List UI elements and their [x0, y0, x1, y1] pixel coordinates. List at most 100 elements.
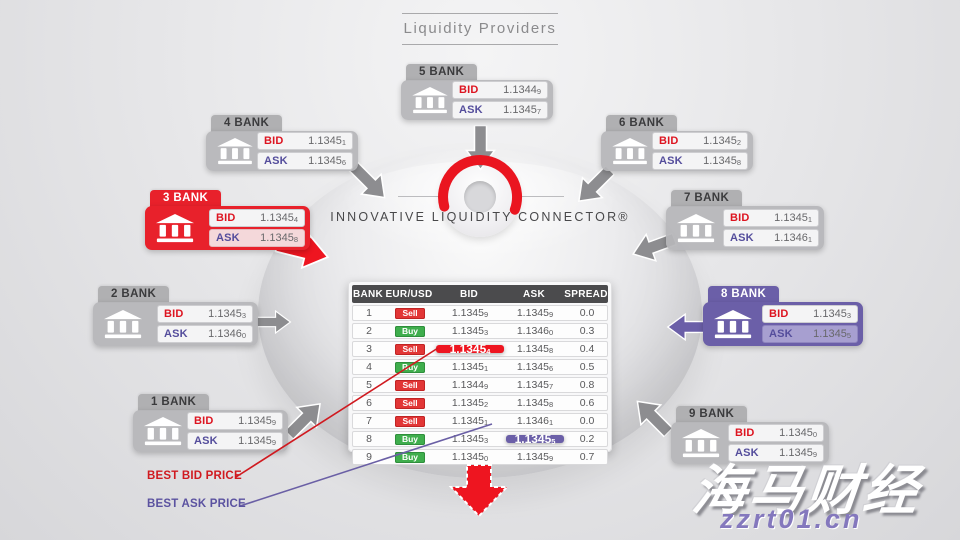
connector-label: INNOVATIVE LIQUIDITY CONNECTOR®	[330, 210, 630, 224]
bid-value: 1.13452	[703, 135, 741, 147]
side-badge: Sell	[395, 398, 425, 409]
side-badge: Sell	[395, 344, 425, 355]
table-row: 1 Sell 1.13459 1.13459 0.0	[352, 305, 608, 321]
bank-2-ask: ASK 1.13460	[157, 325, 253, 343]
bid-label: BID	[164, 308, 184, 320]
bid-value: 1.13454	[260, 212, 298, 224]
side-badge: Buy	[395, 434, 425, 445]
best-bid-cell: 1.13454	[436, 342, 504, 356]
row-ask: 1.13456	[516, 361, 554, 373]
bank-3-card: 3 BANK BID 1.13454 ASK 1.13458	[145, 190, 310, 250]
ask-label: ASK	[216, 232, 240, 244]
bank-icon	[676, 213, 716, 243]
ask-value: 1.13458	[260, 232, 298, 244]
bank-icon	[681, 428, 721, 458]
header-ask: ASK	[522, 288, 545, 300]
bank-6-card: 6 BANK BID 1.13452 ASK 1.13458	[601, 115, 753, 171]
bid-value: 1.13450	[779, 427, 817, 439]
row-ask: 1.13458	[516, 397, 554, 409]
row-ask: 1.13459	[516, 307, 554, 319]
best-ask-cell: 1.13455	[506, 432, 564, 446]
ask-value: 1.13455	[813, 328, 851, 340]
bid-label: BID	[730, 212, 750, 224]
row-spread: 0.5	[579, 361, 595, 373]
header-bank: BANK	[352, 288, 384, 300]
bid-value: 1.13453	[813, 308, 851, 320]
row-bank: 7	[366, 415, 372, 427]
best-ask-value: 1.13455	[514, 432, 556, 446]
bank-7-card: 7 BANK BID 1.13451 ASK 1.13461	[666, 190, 824, 250]
bid-label: BID	[459, 84, 479, 96]
bank-4-card: 4 BANK BID 1.13451 ASK 1.13456	[206, 115, 358, 171]
bank-9-bid: BID 1.13450	[728, 424, 824, 442]
bank-1-bid: BID 1.13459	[187, 412, 283, 430]
bid-value: 1.13453	[208, 308, 246, 320]
bank-6-tab: 6 BANK	[606, 115, 678, 132]
row-spread: 0.4	[579, 343, 595, 355]
row-bid: 1.13449	[451, 379, 489, 391]
arrow-from-bank5-icon	[460, 124, 497, 172]
bid-label: BID	[769, 308, 789, 320]
row-bid: 1.13453	[451, 433, 489, 445]
row-ask: 1.13459	[516, 451, 554, 463]
bank-4-tab: 4 BANK	[211, 115, 283, 132]
bank-1-ask: ASK 1.13459	[187, 432, 283, 450]
best-ask-price-label: BEST ASK PRICE	[147, 498, 246, 510]
bank-4-ask: ASK 1.13456	[257, 152, 353, 170]
bid-value: 1.13449	[503, 84, 541, 96]
bank-3-bid: BID 1.13454	[209, 209, 305, 227]
ask-label: ASK	[730, 232, 754, 244]
side-badge: Sell	[395, 308, 425, 319]
ask-label: ASK	[735, 447, 759, 459]
bid-label: BID	[264, 135, 284, 147]
header-spread: SPREAD	[564, 288, 608, 300]
side-badge: Buy	[395, 452, 425, 463]
ask-value: 1.13460	[208, 328, 246, 340]
bank-6-bid: BID 1.13452	[652, 132, 748, 150]
ask-value: 1.13459	[238, 435, 276, 447]
header-bid: BID	[459, 288, 479, 300]
bank-icon	[103, 309, 143, 339]
table-row: 2 Buy 1.13453 1.13460 0.3	[352, 323, 608, 339]
side-badge: Buy	[395, 326, 425, 337]
bank-icon	[143, 416, 183, 446]
table-row: 7 Sell 1.13451 1.13461 0.0	[352, 413, 608, 429]
ask-label: ASK	[769, 328, 793, 340]
row-bid: 1.13450	[451, 451, 489, 463]
bank-3-tab: 3 BANK	[150, 190, 222, 207]
arrow-from-bank4-icon	[339, 155, 398, 214]
bank-7-ask: ASK 1.13461	[723, 229, 819, 247]
bank-2-card: 2 BANK BID 1.13453 ASK 1.13460	[93, 286, 258, 346]
bank-3-ask: ASK 1.13458	[209, 229, 305, 247]
ask-value: 1.13457	[503, 104, 541, 116]
bank-8-ask: ASK 1.13455	[762, 325, 858, 343]
ask-label: ASK	[659, 155, 683, 167]
bid-value: 1.13451	[774, 212, 812, 224]
table-row: 6 Sell 1.13452 1.13458 0.6	[352, 395, 608, 411]
bid-label: BID	[659, 135, 679, 147]
ask-value: 1.13461	[774, 232, 812, 244]
bank-5-ask: ASK 1.13457	[452, 101, 548, 119]
best-bid-value: 1.13454	[449, 342, 491, 356]
row-spread: 0.3	[579, 325, 595, 337]
bank-6-ask: ASK 1.13458	[652, 152, 748, 170]
side-badge: Sell	[395, 416, 425, 427]
row-spread: 0.7	[579, 451, 595, 463]
output-arrow-icon	[448, 464, 510, 523]
ask-label: ASK	[194, 435, 218, 447]
ask-label: ASK	[264, 155, 288, 167]
ask-label: ASK	[459, 104, 483, 116]
row-bank: 8	[366, 433, 372, 445]
bid-label: BID	[735, 427, 755, 439]
row-spread: 0.8	[579, 379, 595, 391]
row-spread: 0.0	[579, 415, 595, 427]
table-row: 8 Buy 1.13453 1.13455 0.2	[352, 431, 608, 447]
row-ask: 1.13457	[516, 379, 554, 391]
row-bid: 1.13453	[451, 325, 489, 337]
row-spread: 0.6	[579, 397, 595, 409]
bank-2-tab: 2 BANK	[98, 286, 170, 303]
row-bid: 1.13451	[451, 415, 489, 427]
ask-value: 1.13458	[703, 155, 741, 167]
row-ask: 1.13460	[516, 325, 554, 337]
